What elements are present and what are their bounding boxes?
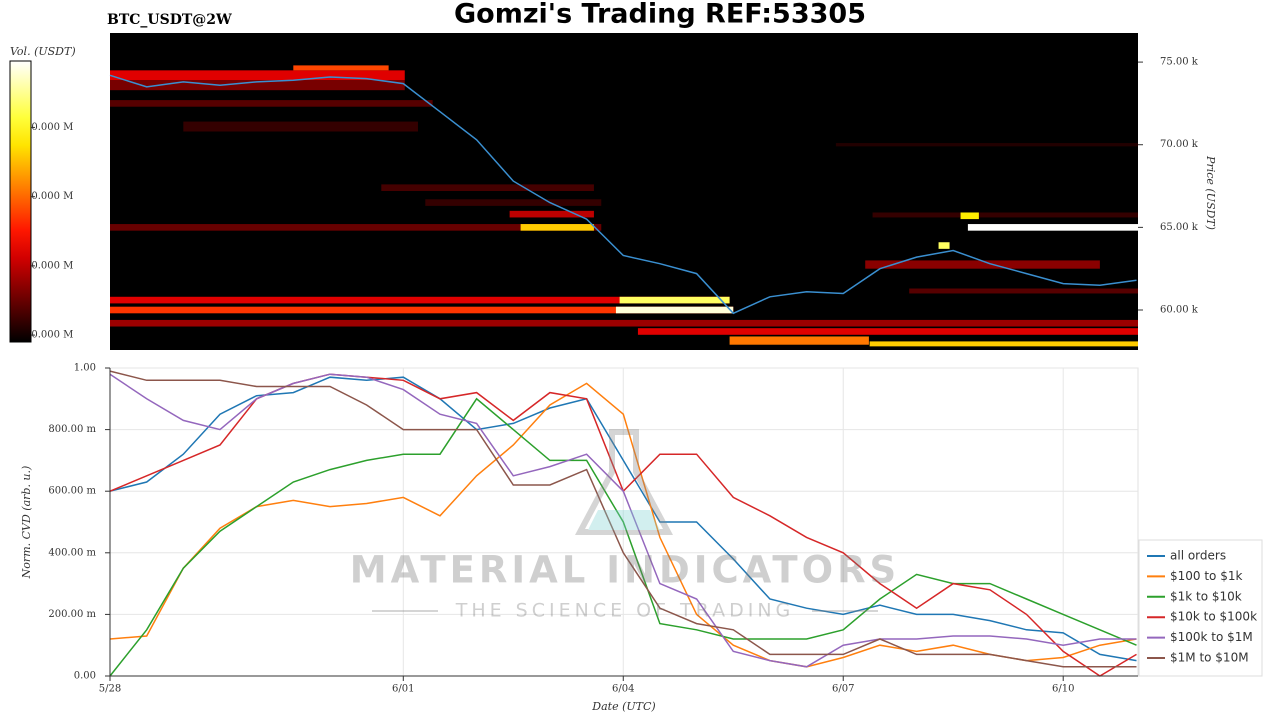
heat-cell [909,288,1138,294]
heat-cell [110,319,1138,327]
heat-cell [520,224,594,231]
heat-cell [960,212,979,220]
watermark-tagline: THE SCIENCE OF TRADING [455,600,795,622]
cvd-line [109,397,1137,677]
heat-cell [110,100,433,107]
heat-cell [293,65,389,71]
y-tick-label: 1.00 [74,363,96,374]
watermark: MATERIAL INDICATORS THE SCIENCE OF TRADI… [350,429,900,622]
x-axis-label: Date (UTC) [591,700,655,713]
heat-cell [872,212,1138,218]
legend-label: $1k to $10k [1170,589,1242,603]
heat-cell [110,80,405,91]
y-tick-label: 0.00 [74,671,96,682]
heat-cell [835,143,1138,147]
heat-cell [729,336,869,345]
heat-cell [110,70,405,81]
legend-label: $10k to $100k [1170,610,1257,624]
heat-cell [110,296,730,304]
symbol-label: BTC_USDT@2W [107,12,232,28]
price-line [109,74,1137,315]
y-tick-label: 400.00 m [48,547,96,558]
heat-cell [967,224,1138,231]
chart-title: Gomzi's Trading REF:53305 [454,0,866,30]
x-tick-label: 6/07 [832,684,854,695]
legend-label: $1M to $10M [1170,651,1249,665]
watermark-text: MATERIAL INDICATORS [350,549,900,592]
y2-tick-label: 65.00 k [1160,222,1199,233]
y-tick-label: 800.00 m [48,424,96,435]
heat-cell [110,224,602,231]
heatmap-layer [109,65,1138,347]
heat-cell [619,296,730,304]
colorbar-tick-label: 20.000 M [25,260,73,271]
legend-label: $100 to $1k [1170,569,1242,583]
y2-tick-label: 70.00 k [1160,139,1199,150]
legend-label: $100k to $1M [1170,630,1253,644]
legend-label: all orders [1170,549,1226,563]
heat-cell [865,260,1100,269]
colorbar [9,60,32,343]
heat-cell [425,199,602,206]
heat-cell [183,121,418,132]
heat-cell [869,341,1138,347]
watermark-flask [575,429,673,535]
y-tick-label: 600.00 m [48,486,96,497]
y-axis-label: Norm. CVD (arb. u.) [20,466,33,580]
x-tick-label: 5/28 [99,684,121,695]
cvd-line [109,382,1137,668]
colorbar-tick-label: 40.000 M [25,122,73,133]
heat-cell [110,306,734,314]
heat-cell [615,306,734,314]
cvd-line [109,373,1137,668]
heat-cell [938,242,950,249]
watermark-liquid [588,510,660,530]
colorbar-tick-label: 10.000 M [25,330,73,341]
y-tick-label: 200.00 m [48,609,96,620]
x-tick-label: 6/10 [1052,684,1074,695]
colorbar-tick-label: 30.000 M [25,191,73,202]
heat-cell [381,184,594,192]
x-tick-label: 6/01 [392,684,414,695]
y2-tick-label: 75.00 k [1160,57,1199,68]
cvd-line [109,370,1137,668]
cvd-line [109,376,1137,662]
heat-cell [509,210,594,218]
legend-box [1138,539,1263,677]
x-tick-label: 6/04 [612,684,634,695]
heat-cell [637,328,1138,335]
colorbar-label: Vol. (USDT) [10,45,76,58]
y2-axis-label: Price (USDT) [1204,155,1217,230]
y2-tick-label: 60.00 k [1160,305,1199,316]
